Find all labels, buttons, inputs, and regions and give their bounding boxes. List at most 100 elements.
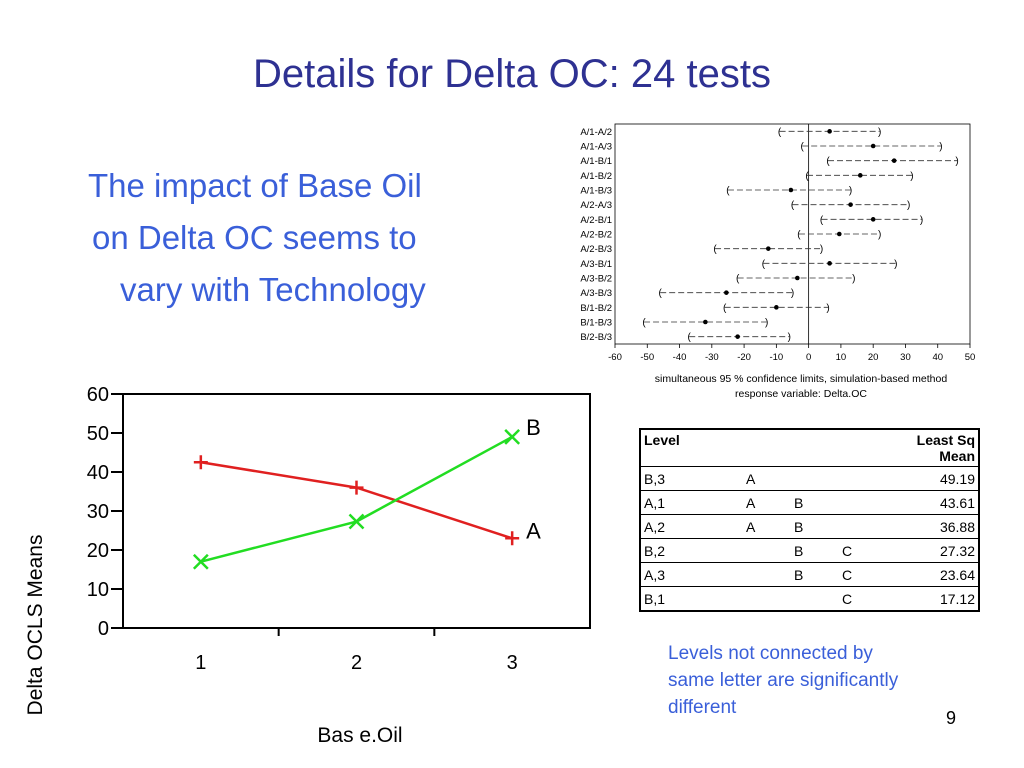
series-label-A: A: [526, 518, 541, 543]
ls-group-cell: [839, 490, 893, 515]
ci-estimate-point: [870, 217, 876, 222]
ls-group-cell: [743, 538, 791, 563]
ci-low-bracket: (: [820, 215, 824, 226]
ci-row-label: B/1-B/3: [580, 318, 612, 329]
ls-level-cell: A,1: [640, 490, 743, 515]
ci-estimate-point: [857, 173, 863, 178]
table-row: B,2 B C 27.32: [640, 538, 979, 563]
ls-group-cell: A: [743, 514, 791, 539]
ci-low-bracket: (: [713, 244, 717, 255]
ls-group-cell: [743, 586, 791, 612]
ci-estimate-point: [765, 246, 771, 251]
line-y-tick-label: 50: [87, 423, 109, 445]
ci-low-bracket: (: [791, 200, 795, 211]
ci-high-bracket: ): [788, 332, 791, 343]
empty-header-1: [743, 429, 791, 467]
ci-estimate-point: [836, 231, 842, 237]
ls-level-cell: B,3: [640, 466, 743, 491]
ci-estimate-point: [735, 334, 740, 339]
ls-group-cell: [791, 466, 839, 491]
ci-estimate-point: [891, 158, 897, 163]
line-chart-xlabel: Bas e.Oil: [317, 724, 402, 747]
ci-x-tick-label: -50: [640, 352, 654, 363]
ci-row-label: A/2-B/1: [580, 215, 612, 226]
empty-header-3: [839, 429, 893, 467]
ls-group-cell: C: [839, 562, 893, 587]
ci-low-bracket: (: [642, 318, 646, 329]
ci-caption-line-2: response variable: Delta.OC: [735, 388, 867, 400]
table-header-row: Level Least Sq Mean: [640, 429, 979, 467]
ci-x-tick-label: 30: [900, 352, 911, 363]
line-y-tick-label: 10: [87, 579, 109, 601]
ci-estimate-point: [703, 319, 708, 325]
ci-x-tick-label: -30: [705, 352, 719, 363]
ci-high-bracket: ): [939, 142, 942, 153]
ci-x-tick-label: 10: [836, 352, 847, 363]
empty-header-2: [791, 429, 839, 467]
level-header: Level: [640, 429, 743, 467]
ls-mean-cell: 17.12: [893, 586, 979, 612]
ci-high-bracket: ): [907, 200, 910, 211]
ls-group-cell: [791, 586, 839, 612]
series-line-B: [200, 435, 513, 563]
ci-low-bracket: (: [801, 142, 805, 153]
ci-x-tick-label: -20: [737, 352, 751, 363]
ls-group-cell: B: [791, 562, 839, 587]
ls-mean-cell: 43.61: [893, 490, 979, 515]
ls-group-cell: [839, 466, 893, 491]
ci-x-tick-label: -10: [769, 352, 783, 363]
series-B-marker: [348, 513, 365, 530]
ci-estimate-point: [788, 187, 794, 193]
ci-estimate-point: [848, 202, 853, 207]
note-line-1: Levels not connected by: [668, 643, 873, 664]
ci-x-tick-label: 50: [965, 352, 976, 363]
ci-row-label: B/2-B/3: [580, 332, 612, 343]
ci-high-bracket: ): [765, 318, 768, 329]
line-chart-ylabel: Delta OCLS Means: [24, 535, 47, 716]
table-row: B,3 A 49.19: [640, 466, 979, 491]
slide-title: Details for Delta OC: 24 tests: [253, 52, 771, 96]
line-x-tick-label: 1: [195, 652, 206, 674]
line-y-tick-label: 60: [87, 384, 109, 406]
series-B-marker: [192, 553, 209, 570]
table-row: B,1 C 17.12: [640, 586, 979, 612]
ci-low-bracket: (: [723, 303, 727, 314]
series-label-B: B: [526, 415, 541, 440]
ci-row-label: A/3-B/3: [580, 288, 612, 299]
ci-high-bracket: ): [894, 259, 897, 270]
ls-mean-cell: 23.64: [893, 562, 979, 587]
series-B-marker: [504, 429, 521, 445]
line-x-tick-label: 3: [507, 652, 518, 674]
ci-row-label: B/1-B/2: [580, 303, 612, 314]
ci-row-label: A/1-B/1: [580, 156, 612, 167]
page-number: 9: [946, 708, 957, 728]
ci-x-tick-label: 0: [806, 352, 811, 363]
subtitle-line-1: The impact of Base Oil: [88, 167, 422, 204]
mean-header-line-2: Mean: [939, 448, 975, 464]
ci-high-bracket: ): [955, 156, 958, 167]
ci-row-label: A/2-A/3: [580, 200, 612, 211]
significance-note: Levels not connected by same letter are …: [668, 640, 968, 721]
ci-low-bracket: (: [659, 288, 663, 299]
ls-group-cell: B: [791, 490, 839, 515]
ls-level-cell: B,2: [640, 538, 743, 563]
ci-high-bracket: ): [791, 288, 794, 299]
series-line-A: [200, 461, 513, 540]
ci-low-bracket: (: [736, 274, 740, 285]
ls-mean-cell: 36.88: [893, 514, 979, 539]
series-A-marker: [349, 480, 364, 495]
base-oil-line-chart: 60 50 40 30 20 10 0 1 2 3 A B Bas e.Oil Delta OCLS …: [24, 384, 591, 747]
ls-group-cell: B: [791, 514, 839, 539]
ls-group-cell: A: [743, 466, 791, 491]
line-y-tick-label: 0: [98, 618, 109, 640]
ci-high-bracket: ): [878, 230, 881, 241]
ci-row-label: A/1-A/3: [580, 142, 612, 153]
ci-caption-line-1: simultaneous 95 % confidence limits, sim…: [655, 373, 948, 385]
ls-group-cell: C: [839, 586, 893, 612]
ci-row-label: A/2-B/3: [580, 244, 612, 255]
ci-row-label: A/1-A/2: [580, 127, 612, 138]
ci-low-bracket: (: [805, 171, 809, 182]
ls-group-cell: C: [839, 538, 893, 563]
note-line-2: same letter are significantly: [668, 670, 899, 691]
ci-x-tick-label: 40: [932, 352, 943, 363]
